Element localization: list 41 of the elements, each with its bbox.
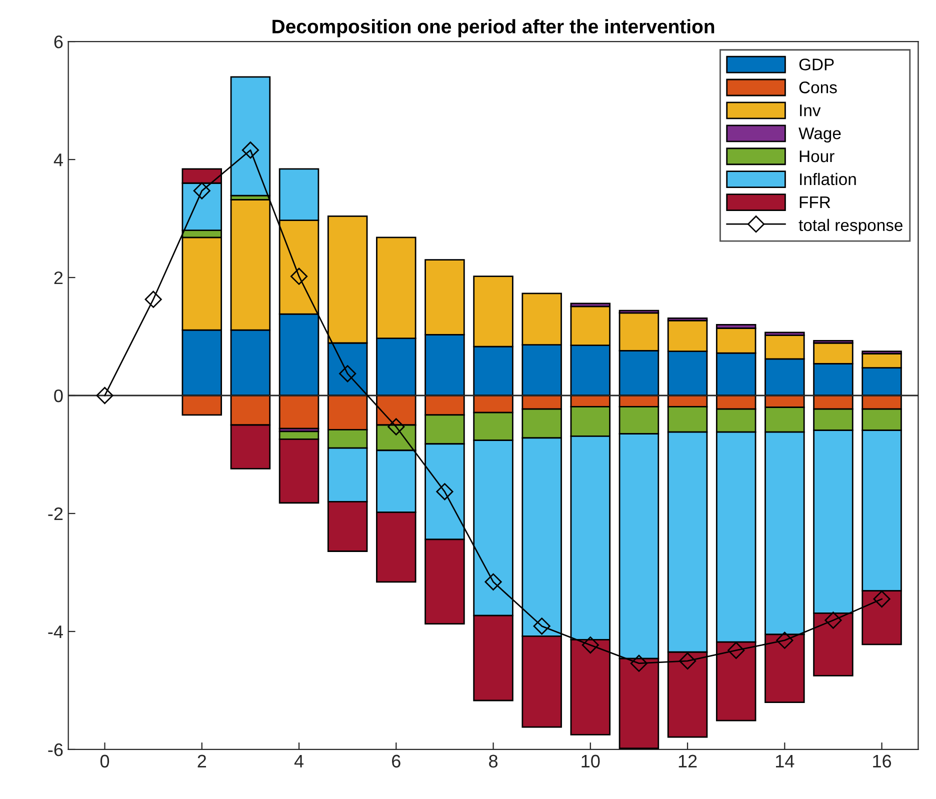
x-tick-label: 4	[294, 754, 304, 768]
y-tick-label: -2	[48, 507, 63, 520]
y-tick-label: 2	[54, 271, 63, 284]
y-tick-label: 4	[54, 154, 63, 166]
point	[290, 268, 308, 285]
chart-title: Decomposition one period after the intervention	[272, 19, 714, 38]
x-tick-label: 12	[678, 754, 697, 768]
point	[582, 636, 599, 654]
x-tick-label: 16	[873, 754, 892, 768]
point	[873, 590, 890, 608]
y-tick-label: -6	[48, 743, 63, 756]
x-tick-label: 2	[198, 754, 206, 768]
legend-label: Inflation	[800, 172, 856, 186]
legend-label: FFR	[800, 196, 830, 208]
legend-label: Wage	[798, 128, 841, 143]
legend-label: total response	[798, 218, 902, 234]
x-tick-label: 10	[582, 754, 600, 768]
point	[533, 618, 550, 635]
x-tick-label: 14	[776, 754, 794, 768]
point	[824, 612, 842, 629]
point	[484, 573, 502, 590]
y-tick-label: -4	[48, 626, 63, 638]
point	[144, 290, 162, 308]
x-tick-label: 0	[100, 754, 110, 768]
x-tick-label: 8	[489, 754, 498, 768]
point	[678, 652, 696, 670]
legend-label: GDP	[799, 58, 834, 70]
legend-label: Hour	[800, 150, 834, 162]
point	[436, 483, 454, 500]
legend-label: Cons	[799, 82, 837, 94]
y-tick-label: 6	[54, 35, 63, 48]
legend-label: Inv	[800, 104, 821, 116]
point	[96, 386, 114, 404]
y-tick-label: 0	[54, 389, 63, 402]
point	[242, 142, 259, 159]
point	[630, 654, 648, 672]
point	[388, 418, 405, 436]
point	[193, 182, 210, 200]
point	[776, 632, 794, 649]
point	[728, 642, 745, 659]
x-tick-label: 6	[392, 754, 400, 768]
